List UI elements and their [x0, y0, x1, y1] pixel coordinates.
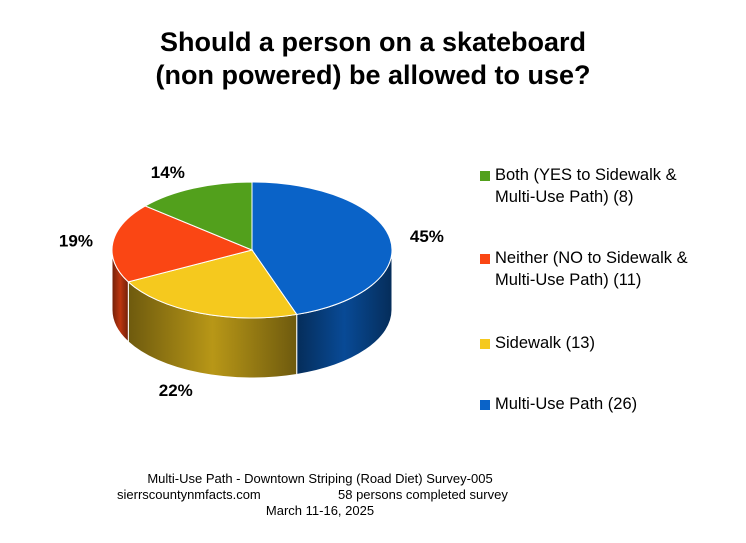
pie-label-both: 14% — [151, 163, 185, 182]
footer-dates: March 11-16, 2025 — [265, 503, 375, 518]
pie-label-layer: 45% 22% 19% 14% — [59, 163, 444, 400]
pie-slice-both — [144, 181, 253, 251]
legend-label-neither-line-2: Multi-Use Path) (11) — [495, 271, 642, 289]
chart-title: Should a person on a skateboard (non pow… — [0, 26, 746, 92]
pie-label-neither: 19% — [59, 232, 93, 251]
pie-label-multi-use-path: 45% — [410, 227, 444, 246]
legend-swatch-multi-use-path — [480, 400, 490, 410]
chart-footer: Multi-Use Path - Downtown Striping (Road… — [100, 471, 540, 519]
chart-title-line-2: (non powered) be allowed to use? — [155, 60, 591, 90]
pie-top-layer — [111, 181, 393, 319]
pie-label-sidewalk: 22% — [159, 381, 193, 400]
footer-completed-count: 58 persons completed survey — [338, 487, 508, 502]
legend-label-neither-line-1: Neither (NO to Sidewalk & — [495, 249, 688, 267]
pie-slice-neither — [111, 205, 254, 283]
legend-swatch-both — [480, 171, 490, 181]
footer-website: sierrscountynmfacts.com — [117, 487, 261, 502]
footer-survey-title: Multi-Use Path - Downtown Striping (Road… — [147, 471, 493, 486]
chart-title-line-1: Should a person on a skateboard — [159, 27, 587, 57]
legend-label-both-line-2: Multi-Use Path) (8) — [495, 188, 634, 206]
legend-label-multi-use-path: Multi-Use Path (26) — [495, 395, 638, 413]
legend-swatch-neither — [480, 254, 490, 264]
legend-swatch-sidewalk — [480, 339, 490, 349]
pie-slice-multi-use-path — [251, 181, 393, 315]
pie-slice-sidewalk — [127, 249, 298, 319]
legend-label-both-line-1: Both (YES to Sidewalk & — [495, 166, 677, 184]
legend-label-sidewalk: Sidewalk (13) — [495, 334, 595, 352]
